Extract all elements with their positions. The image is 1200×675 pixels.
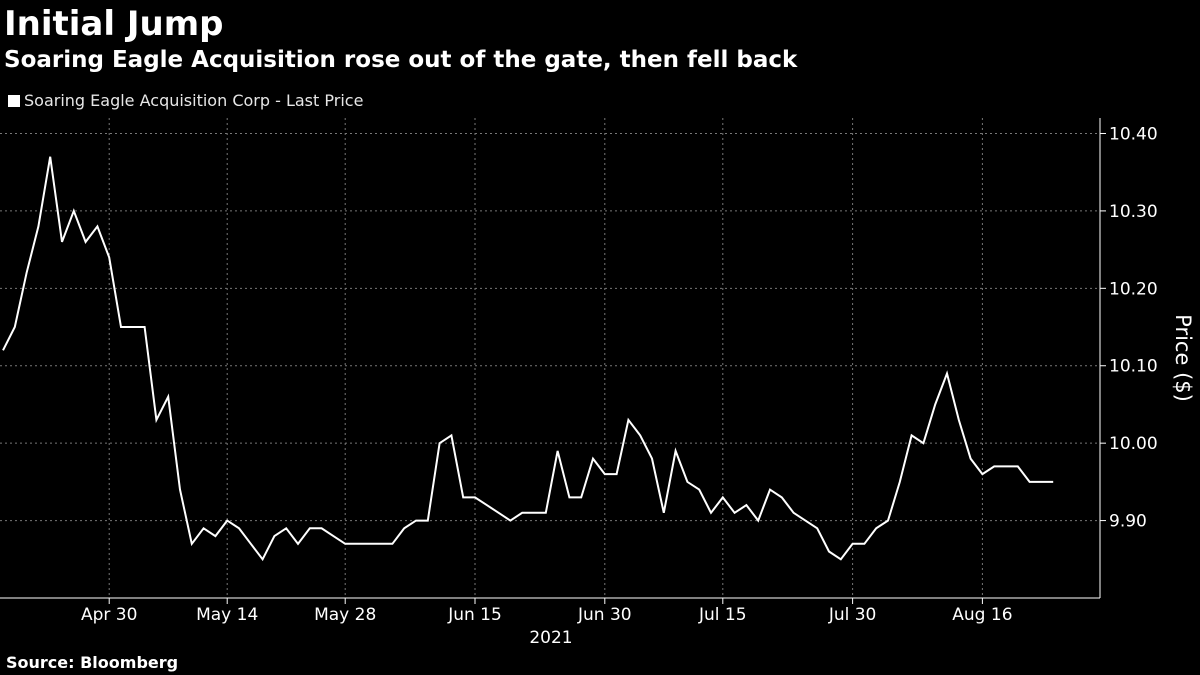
- x-tick-label: May 28: [314, 605, 376, 625]
- x-tick-label: Jul 30: [828, 605, 877, 625]
- x-tick-label: Jun 15: [447, 605, 502, 625]
- y-tick-label: 10.10: [1109, 357, 1158, 377]
- axes: [0, 118, 1106, 604]
- y-tick-label: 10.20: [1109, 279, 1158, 299]
- x-tick-label: Aug 16: [952, 605, 1012, 625]
- legend-swatch: [8, 95, 20, 107]
- y-tick-label: 9.90: [1109, 512, 1147, 532]
- x-tick-label: May 14: [196, 605, 258, 625]
- y-axis-title: Price ($): [1171, 314, 1195, 402]
- grid-lines: [0, 118, 1100, 598]
- chart-legend: Soaring Eagle Acquisition Corp - Last Pr…: [8, 90, 363, 112]
- chart-subtitle: Soaring Eagle Acquisition rose out of th…: [4, 47, 798, 73]
- y-tick-label: 10.00: [1109, 434, 1158, 454]
- x-tick-label: Jun 30: [577, 605, 632, 625]
- y-tick-label: 10.30: [1109, 202, 1158, 222]
- chart-title: Initial Jump: [4, 4, 224, 44]
- legend-label: Soaring Eagle Acquisition Corp - Last Pr…: [24, 91, 364, 110]
- x-axis-year-label: 2021: [529, 628, 572, 648]
- x-tick-label: Jul 15: [698, 605, 747, 625]
- series-layer: [2, 156, 1054, 562]
- tick-labels: Apr 30 May 14 May 28 Jun 15 Jun 30 Jul 15 Jul …: [81, 124, 1195, 648]
- x-tick-label: Apr 30: [81, 605, 137, 625]
- series-line-0: [2, 156, 1054, 562]
- source-note: Source: Bloomberg: [6, 653, 179, 672]
- y-tick-label: 10.40: [1109, 124, 1158, 144]
